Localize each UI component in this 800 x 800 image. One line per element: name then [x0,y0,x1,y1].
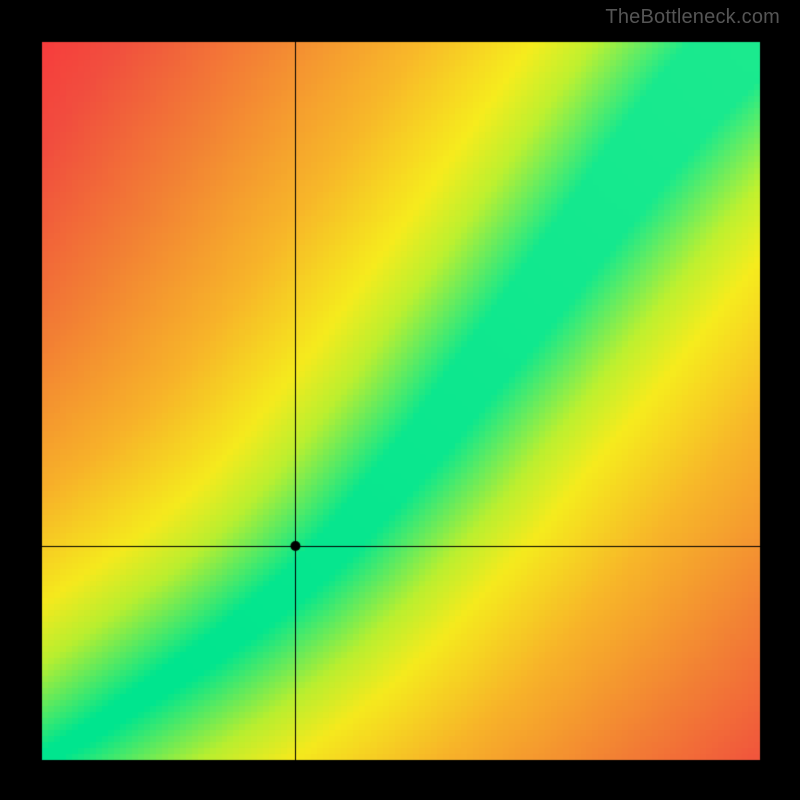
bottleneck-heatmap [0,0,800,800]
watermark-text: TheBottleneck.com [605,6,780,29]
chart-container: TheBottleneck.com [0,0,800,800]
